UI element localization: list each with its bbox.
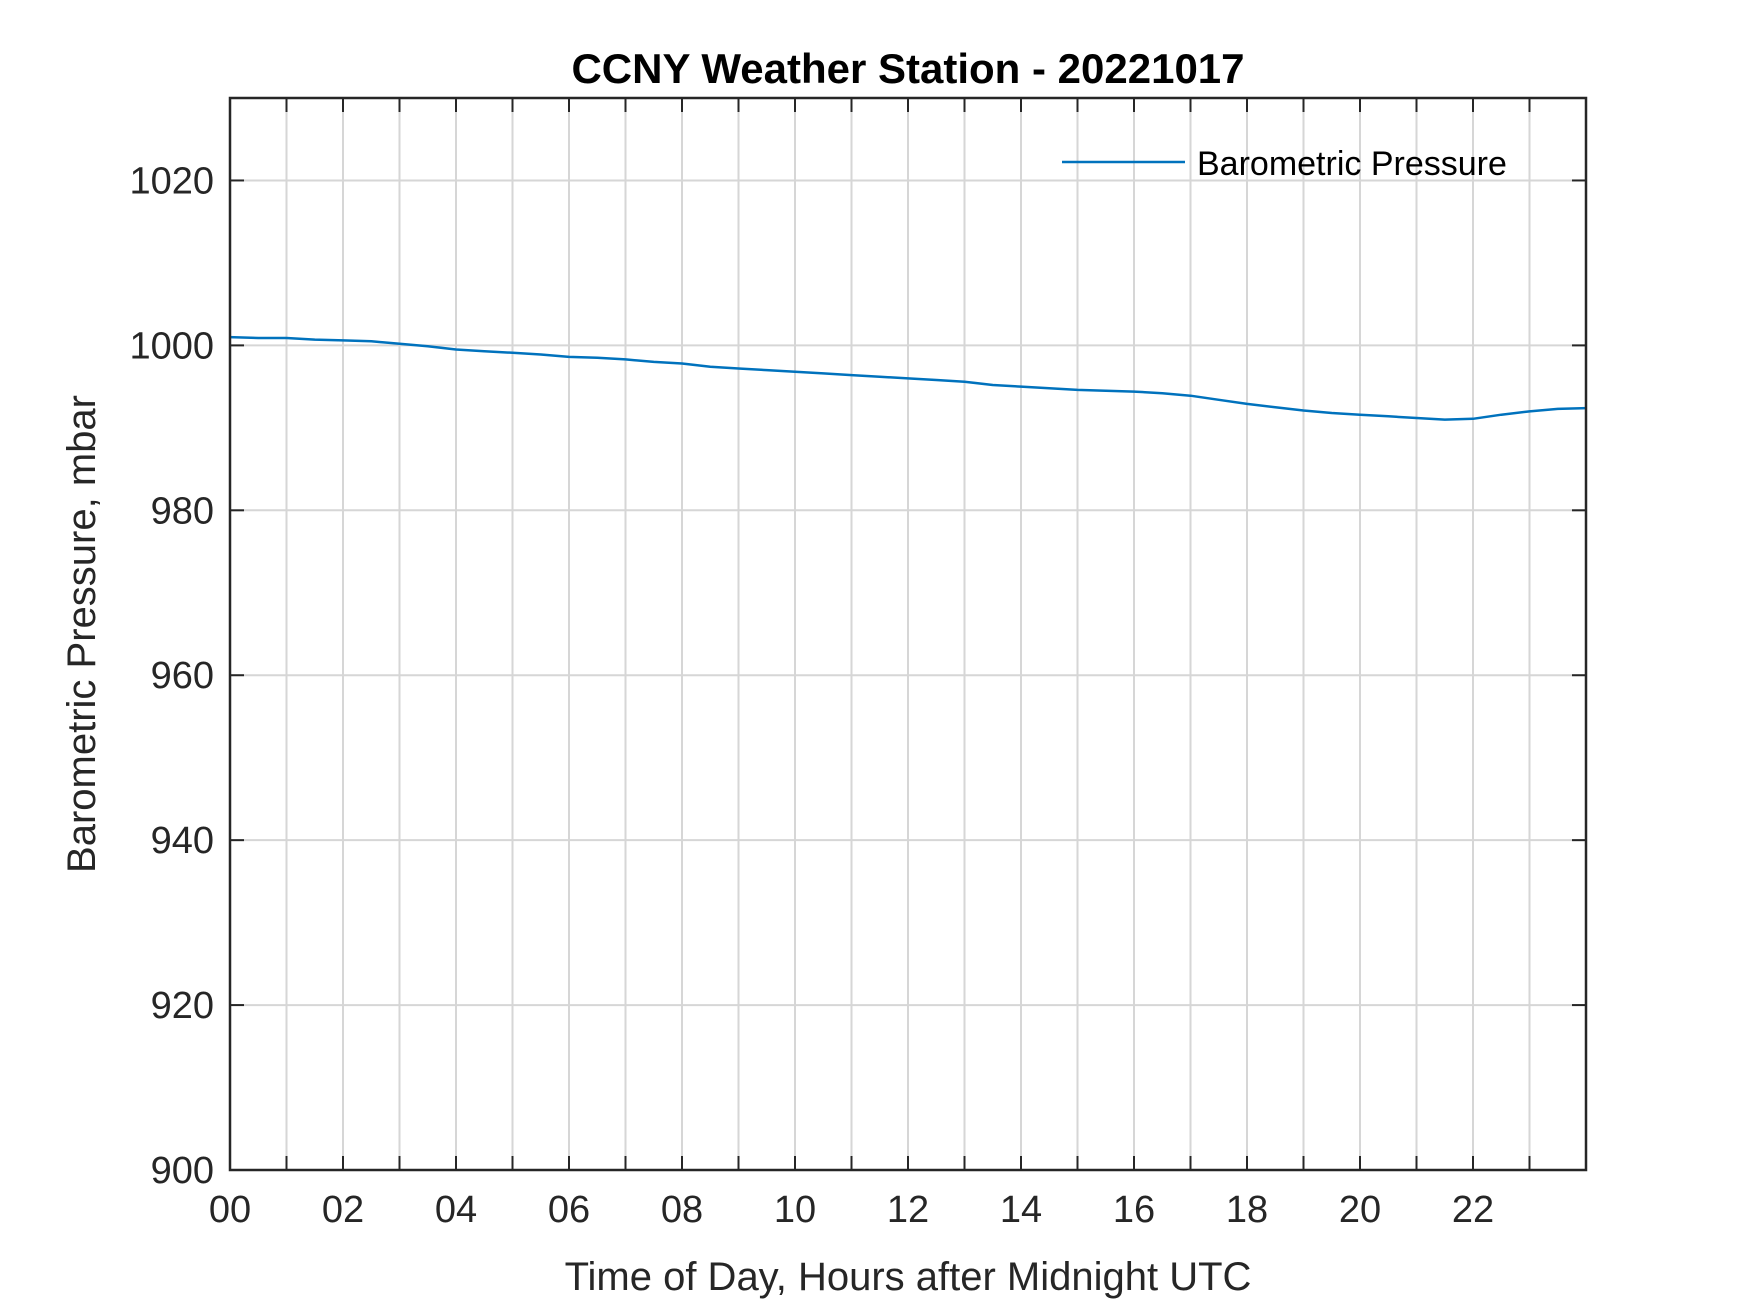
grid-lines	[229, 98, 1586, 1171]
y-tick-label: 940	[151, 820, 214, 862]
y-tick-label: 980	[151, 490, 214, 532]
x-axis-label: Time of Day, Hours after Midnight UTC	[565, 1255, 1252, 1299]
y-tick-label: 1000	[129, 325, 214, 367]
x-tick-label: 06	[548, 1189, 590, 1231]
x-tick-label: 08	[661, 1189, 703, 1231]
y-tick-label: 1020	[129, 160, 214, 202]
x-tick-label: 18	[1226, 1189, 1268, 1231]
x-tick-label: 22	[1452, 1189, 1494, 1231]
x-tick-labels: 00 02 04 06 08 10 12 14 16 18 20 22	[209, 1189, 1494, 1231]
tick-marks	[229, 98, 1586, 1171]
y-tick-label: 920	[151, 985, 214, 1027]
x-tick-label: 04	[435, 1189, 477, 1231]
x-tick-label: 12	[887, 1189, 929, 1231]
x-tick-label: 02	[322, 1189, 364, 1231]
series-layer	[229, 335, 1587, 421]
x-tick-label: 16	[1113, 1189, 1155, 1231]
y-axis-label: Barometric Pressure, mbar	[60, 395, 104, 873]
series-line-barometric-pressure	[229, 335, 1587, 421]
x-tick-label: 14	[1000, 1189, 1042, 1231]
y-tick-labels: 900 920 940 960 980 1000 1020	[129, 160, 214, 1192]
x-tick-label: 20	[1339, 1189, 1381, 1231]
x-tick-label: 10	[774, 1189, 816, 1231]
y-tick-label: 900	[151, 1150, 214, 1192]
legend-label: Barometric Pressure	[1197, 145, 1507, 183]
chart-title: CCNY Weather Station - 20221017	[571, 45, 1244, 92]
legend: Barometric Pressure	[1062, 145, 1507, 183]
x-tick-label: 00	[209, 1189, 251, 1231]
y-tick-label: 960	[151, 655, 214, 697]
